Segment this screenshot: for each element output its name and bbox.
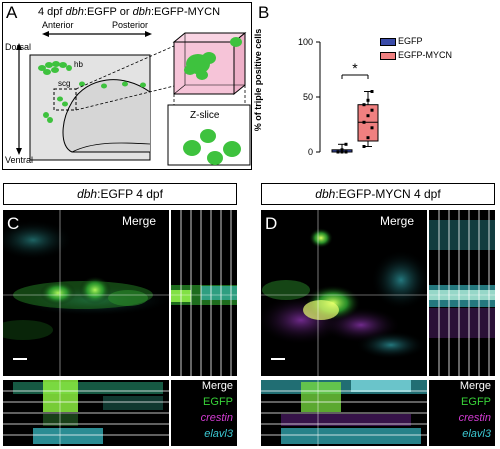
box-1 [357,104,379,142]
panel-c-legend-egfp: EGFP [203,396,233,408]
panel-c-merge-label: Merge [122,214,157,228]
point-1-3 [362,120,366,124]
panel-d-merge-label: Merge [380,214,415,228]
panel-c-legend-merge: Merge [201,380,233,392]
panel-d-legend-elavl3: elavl3 [462,428,491,440]
hb-label: hb [74,60,83,69]
point-0-4 [340,148,344,152]
panel-c-channel-legend [171,380,237,446]
panel-a-title: 4 dpf dbh:EGFP or dbh:EGFP-MYCN [38,6,221,18]
panel-d-legend-egfp: EGFP [461,396,491,408]
panel-a-frame [2,2,252,170]
panel-c-yz-strips [171,210,237,376]
y-tick-label-1: 50 [303,92,313,102]
point-0-2 [344,150,348,154]
panel-d-channel-legend [429,380,495,446]
anterior-label: Anterior [42,20,74,30]
point-1-7 [366,98,370,102]
y-axis-label: % of triple positive cells [253,28,263,132]
y-tick-label-2: 100 [298,37,313,47]
panel-c-xy-image [3,210,169,376]
point-1-0 [362,145,366,148]
point-0-5 [344,142,348,146]
y-tick-label-0: 0 [308,147,313,157]
legend-swatch-mycn [380,52,396,60]
zslice-label: Z-slice [190,110,220,121]
point-1-8 [370,90,374,93]
box-plot: 0 50 100 * [298,37,379,157]
panel-c-letter: C [7,214,20,233]
point-1-1 [366,136,370,140]
panel-c-header: dbh:EGFP 4 dpf [3,183,237,205]
legend-swatch-egfp [380,38,396,46]
panel-c-xz-strips [3,380,169,446]
point-1-5 [370,108,374,112]
legend-label-mycn: EGFP-MYCN [398,50,452,60]
ventral-label: Ventral [5,155,34,165]
panel-a-letter: A [6,3,18,22]
point-1-6 [362,103,366,107]
panel-c-legend-crestin: crestin [200,412,233,424]
panel-d-legend-crestin: crestin [458,412,491,424]
panel-d-xz-strips [261,380,427,446]
panel-d-xy-image [261,210,427,376]
panel-b-letter: B [258,3,270,22]
panel-d-header: dbh:EGFP-MYCN 4 dpf [261,183,495,205]
panel-a-diagram [16,31,251,166]
scg-label: scg [58,79,71,88]
posterior-label: Posterior [112,20,149,30]
significance-star: * [352,60,358,76]
point-0-3 [336,150,340,154]
panel-d-letter: D [265,214,278,233]
panel-d-legend-merge: Merge [459,380,491,392]
dorsal-label: Dorsal [5,42,32,52]
point-0-1 [340,150,344,154]
point-1-4 [366,114,370,118]
point-1-2 [370,126,374,130]
legend-label-egfp: EGFP [398,36,423,46]
panel-c-legend-elavl3: elavl3 [204,428,233,440]
panel-d-yz-strips [429,210,495,376]
